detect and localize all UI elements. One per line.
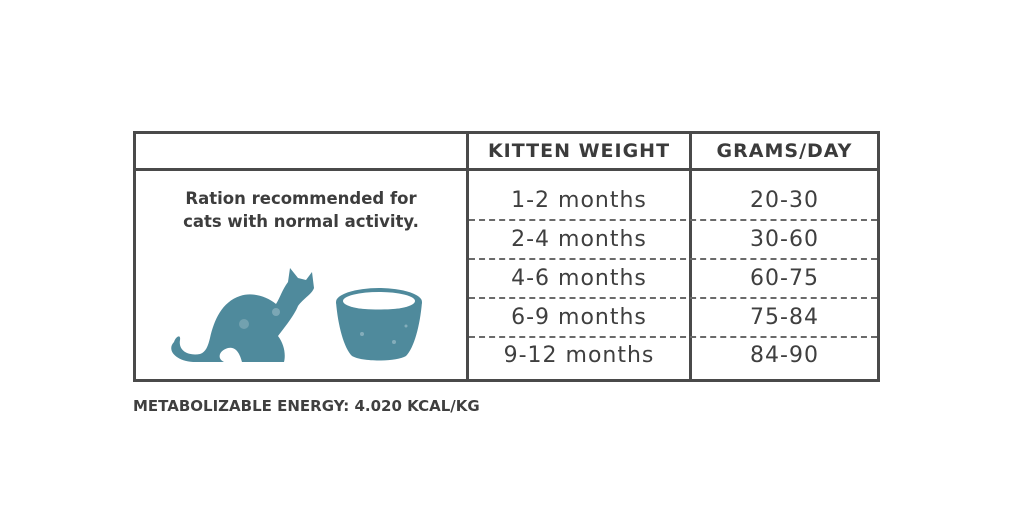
cat-icon bbox=[171, 268, 314, 362]
column-divider bbox=[466, 134, 469, 379]
kitten-age-cell: 1-2 months bbox=[511, 188, 647, 213]
grams-cell: 60-75 bbox=[750, 266, 819, 291]
ration-line-1: Ration recommended for bbox=[185, 189, 417, 208]
food-bowl-icon bbox=[336, 288, 422, 361]
grams-cell: 84-90 bbox=[750, 343, 819, 368]
row-divider bbox=[469, 297, 877, 299]
cat-and-bowl-illustration bbox=[171, 268, 422, 362]
grams-cell: 75-84 bbox=[750, 305, 819, 330]
header-grams-per-day: GRAMS/DAY bbox=[716, 140, 853, 162]
kitten-age-cell: 9-12 months bbox=[503, 343, 655, 368]
ration-description: Ration recommended for cats with normal … bbox=[136, 187, 466, 233]
feeding-table: KITTEN WEIGHT GRAMS/DAY Ration recommend… bbox=[133, 131, 880, 382]
grams-cell: 30-60 bbox=[750, 227, 819, 252]
table-row: 2-4 months 30-60 bbox=[469, 221, 877, 260]
ration-line-2: cats with normal activity. bbox=[183, 212, 419, 231]
table-row: 9-12 months 84-90 bbox=[469, 337, 877, 376]
kitten-age-cell: 2-4 months bbox=[511, 227, 647, 252]
row-divider bbox=[469, 258, 877, 260]
column-divider bbox=[689, 134, 692, 379]
metabolizable-energy-note: METABOLIZABLE ENERGY: 4.020 KCAL/KG bbox=[133, 397, 480, 415]
kitten-age-cell: 6-9 months bbox=[511, 305, 647, 330]
table-row: 1-2 months 20-30 bbox=[469, 182, 877, 221]
row-divider bbox=[469, 336, 877, 338]
row-divider bbox=[469, 219, 877, 221]
header-kitten-weight: KITTEN WEIGHT bbox=[487, 140, 671, 162]
grams-cell: 20-30 bbox=[750, 188, 819, 213]
table-row: 6-9 months 75-84 bbox=[469, 299, 877, 338]
table-row: 4-6 months 60-75 bbox=[469, 260, 877, 299]
kitten-age-cell: 4-6 months bbox=[511, 266, 647, 291]
table-header-row: KITTEN WEIGHT GRAMS/DAY bbox=[136, 134, 877, 171]
